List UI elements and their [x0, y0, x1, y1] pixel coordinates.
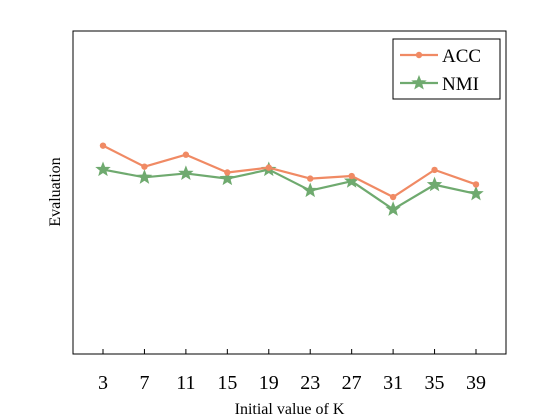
legend-item-nmi: NMI	[400, 74, 479, 95]
legend-label-acc: ACC	[442, 46, 481, 67]
point-nmi-7	[136, 169, 153, 184]
x-tick-label-19: 19	[259, 372, 279, 394]
x-tick-label-39: 39	[466, 372, 486, 394]
series-line-acc	[102, 144, 477, 199]
point-acc-3	[99, 142, 107, 149]
legend-marker-nmi	[411, 74, 427, 90]
legend-box	[392, 38, 501, 100]
x-tick-label-11: 11	[176, 372, 195, 394]
point-acc-35	[431, 166, 438, 174]
x-tick-label-3: 3	[98, 372, 108, 394]
x-tick-label-23: 23	[300, 372, 320, 394]
point-nmi-39	[468, 185, 484, 201]
series-line-nmi	[102, 168, 477, 211]
legend-item-acc: ACC	[400, 46, 481, 67]
point-nmi-3	[95, 161, 111, 177]
point-acc-11	[182, 151, 190, 158]
x-axis-title: Initial value of K	[235, 401, 345, 418]
x-tick-label-27: 27	[342, 372, 362, 394]
y-axis-title: Evaluation	[47, 157, 64, 226]
point-acc-23	[307, 175, 314, 182]
point-acc-39	[472, 181, 480, 188]
x-tick-label-31: 31	[383, 372, 403, 394]
point-nmi-23	[302, 182, 318, 198]
legend: ACC NMI	[392, 38, 501, 100]
legend-label-nmi: NMI	[442, 74, 479, 95]
point-nmi-35	[426, 176, 443, 192]
x-tick-label-7: 7	[139, 372, 149, 394]
x-tick-label-35: 35	[425, 372, 445, 394]
point-nmi-31	[385, 201, 401, 216]
series-acc	[99, 142, 480, 201]
point-nmi-15	[219, 170, 236, 186]
point-acc-27	[348, 172, 355, 180]
point-acc-31	[389, 193, 397, 201]
x-axis: 3 7 11 15 19 23 27 31 35 39	[98, 349, 486, 394]
point-acc-7	[141, 163, 148, 170]
legend-marker-acc	[415, 51, 423, 59]
point-acc-19	[265, 164, 272, 171]
series-layer	[95, 142, 484, 216]
point-nmi-11	[178, 165, 194, 181]
point-acc-15	[224, 169, 231, 176]
x-tick-label-15: 15	[217, 372, 237, 394]
